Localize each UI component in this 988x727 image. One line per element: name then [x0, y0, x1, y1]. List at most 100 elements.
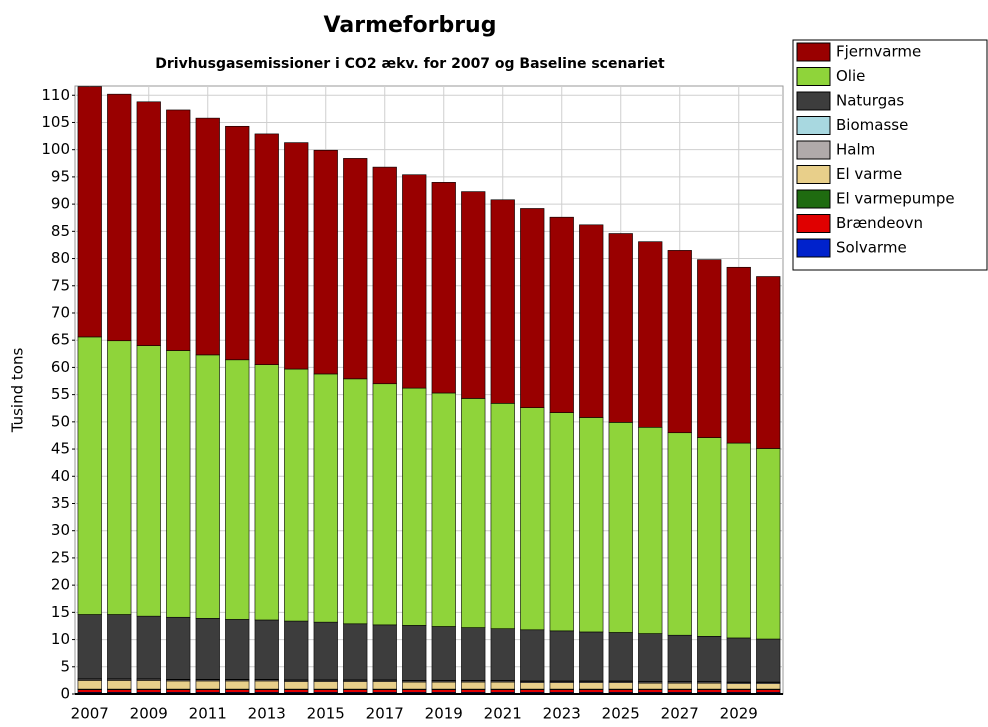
bar-segment: [520, 208, 545, 408]
bar-segment: [166, 680, 191, 690]
x-tick-label: 2019: [425, 705, 463, 723]
y-tick-label: 25: [51, 548, 70, 566]
bar-segment: [756, 683, 781, 690]
legend-label: Brændeovn: [836, 214, 923, 232]
bar-segment: [608, 233, 633, 423]
x-tick-label: 2023: [543, 705, 581, 723]
bar-segment: [225, 689, 250, 693]
bar-segment: [166, 350, 191, 618]
y-tick-label: 15: [51, 603, 70, 621]
bar-segment: [195, 689, 220, 693]
bar-segment: [549, 689, 574, 693]
y-axis-label: Tusind tons: [9, 348, 27, 434]
bar-segment: [402, 681, 427, 690]
bar-segment: [225, 359, 250, 620]
bar-segment: [225, 125, 250, 361]
bar-segment: [284, 620, 309, 681]
bar-segment: [726, 442, 751, 639]
legend-swatch: [796, 91, 831, 111]
y-tick-label: 10: [51, 630, 70, 648]
x-tick-label: 2013: [248, 705, 286, 723]
x-tick-label: 2009: [130, 705, 168, 723]
legend-swatch: [796, 140, 831, 160]
bar-segment: [136, 101, 161, 346]
x-tick-label: 2007: [71, 705, 109, 723]
bar-segment: [77, 689, 102, 693]
x-tick-label: 2015: [307, 705, 345, 723]
y-tick-label: 35: [51, 494, 70, 512]
bar-segment: [402, 387, 427, 626]
bar-segment: [667, 689, 692, 693]
bar-segment: [756, 448, 781, 640]
bar-segment: [313, 373, 338, 623]
y-tick-label: 60: [51, 358, 70, 376]
bar-segment: [77, 86, 102, 338]
y-tick-label: 100: [41, 140, 70, 158]
bar-segment: [372, 383, 397, 626]
bar-segment: [343, 378, 368, 625]
bar-segment: [490, 199, 515, 404]
legend-swatch: [796, 67, 831, 86]
y-tick-label: 55: [51, 385, 70, 403]
x-tick-label: 2011: [189, 705, 227, 723]
bar-segment: [166, 616, 191, 680]
x-tick-label: 2025: [602, 705, 640, 723]
bar-segment: [254, 689, 279, 693]
bar-segment: [77, 680, 102, 690]
bar-segment: [490, 628, 515, 681]
y-tick-label: 95: [51, 167, 70, 185]
bar-segment: [726, 637, 751, 683]
bar-segment: [549, 682, 574, 690]
bar-segment: [490, 689, 515, 693]
bar-segment: [697, 682, 722, 690]
bar-segment: [549, 412, 574, 632]
bar-segment: [667, 634, 692, 682]
legend-swatch: [796, 42, 831, 62]
bar-segment: [313, 621, 338, 681]
y-tick-label: 40: [51, 467, 70, 485]
bar-segment: [343, 623, 368, 681]
bar-segment: [372, 681, 397, 690]
bar-segment: [107, 93, 132, 342]
bar-segment: [77, 614, 102, 680]
chart-title: Varmeforbrug: [324, 13, 497, 38]
y-tick-label: 90: [51, 195, 70, 213]
legend-label: Fjernvarme: [836, 43, 921, 61]
legend-label: El varme: [836, 165, 902, 183]
bar-segment: [490, 403, 515, 629]
y-tick-label: 0: [60, 685, 70, 703]
bar-segment: [431, 689, 456, 693]
y-tick-label: 70: [51, 303, 70, 321]
x-tick-label: 2017: [366, 705, 404, 723]
bar-segment: [372, 689, 397, 693]
x-tick-label: 2029: [720, 705, 758, 723]
bar-segment: [697, 689, 722, 693]
bar-segment: [579, 689, 604, 693]
bar-segment: [579, 682, 604, 690]
bar-segment: [254, 619, 279, 680]
bar-segment: [225, 680, 250, 690]
bar-segment: [697, 259, 722, 438]
bar-segment: [726, 266, 751, 444]
y-tick-label: 65: [51, 331, 70, 349]
bar-segment: [667, 682, 692, 690]
bar-segment: [461, 681, 486, 690]
bar-segment: [726, 689, 751, 693]
bar-segment: [638, 426, 663, 634]
y-tick-label: 80: [51, 249, 70, 267]
bar-segment: [667, 250, 692, 434]
bar-segment: [402, 625, 427, 681]
bar-segment: [136, 615, 161, 680]
bar-segment: [638, 241, 663, 428]
bar-segment: [136, 680, 161, 690]
bar-segment: [254, 364, 279, 621]
bar-segment: [549, 630, 574, 682]
bar-segment: [284, 681, 309, 690]
chart-subtitle: Drivhusgasemissioner i CO2 ækv. for 2007…: [155, 56, 665, 72]
bar-segment: [402, 174, 427, 389]
legend-swatch: [796, 116, 831, 135]
y-tick-label: 20: [51, 576, 70, 594]
bar-segment: [313, 149, 338, 375]
bar-segment: [756, 638, 781, 683]
bar-segment: [520, 629, 545, 682]
